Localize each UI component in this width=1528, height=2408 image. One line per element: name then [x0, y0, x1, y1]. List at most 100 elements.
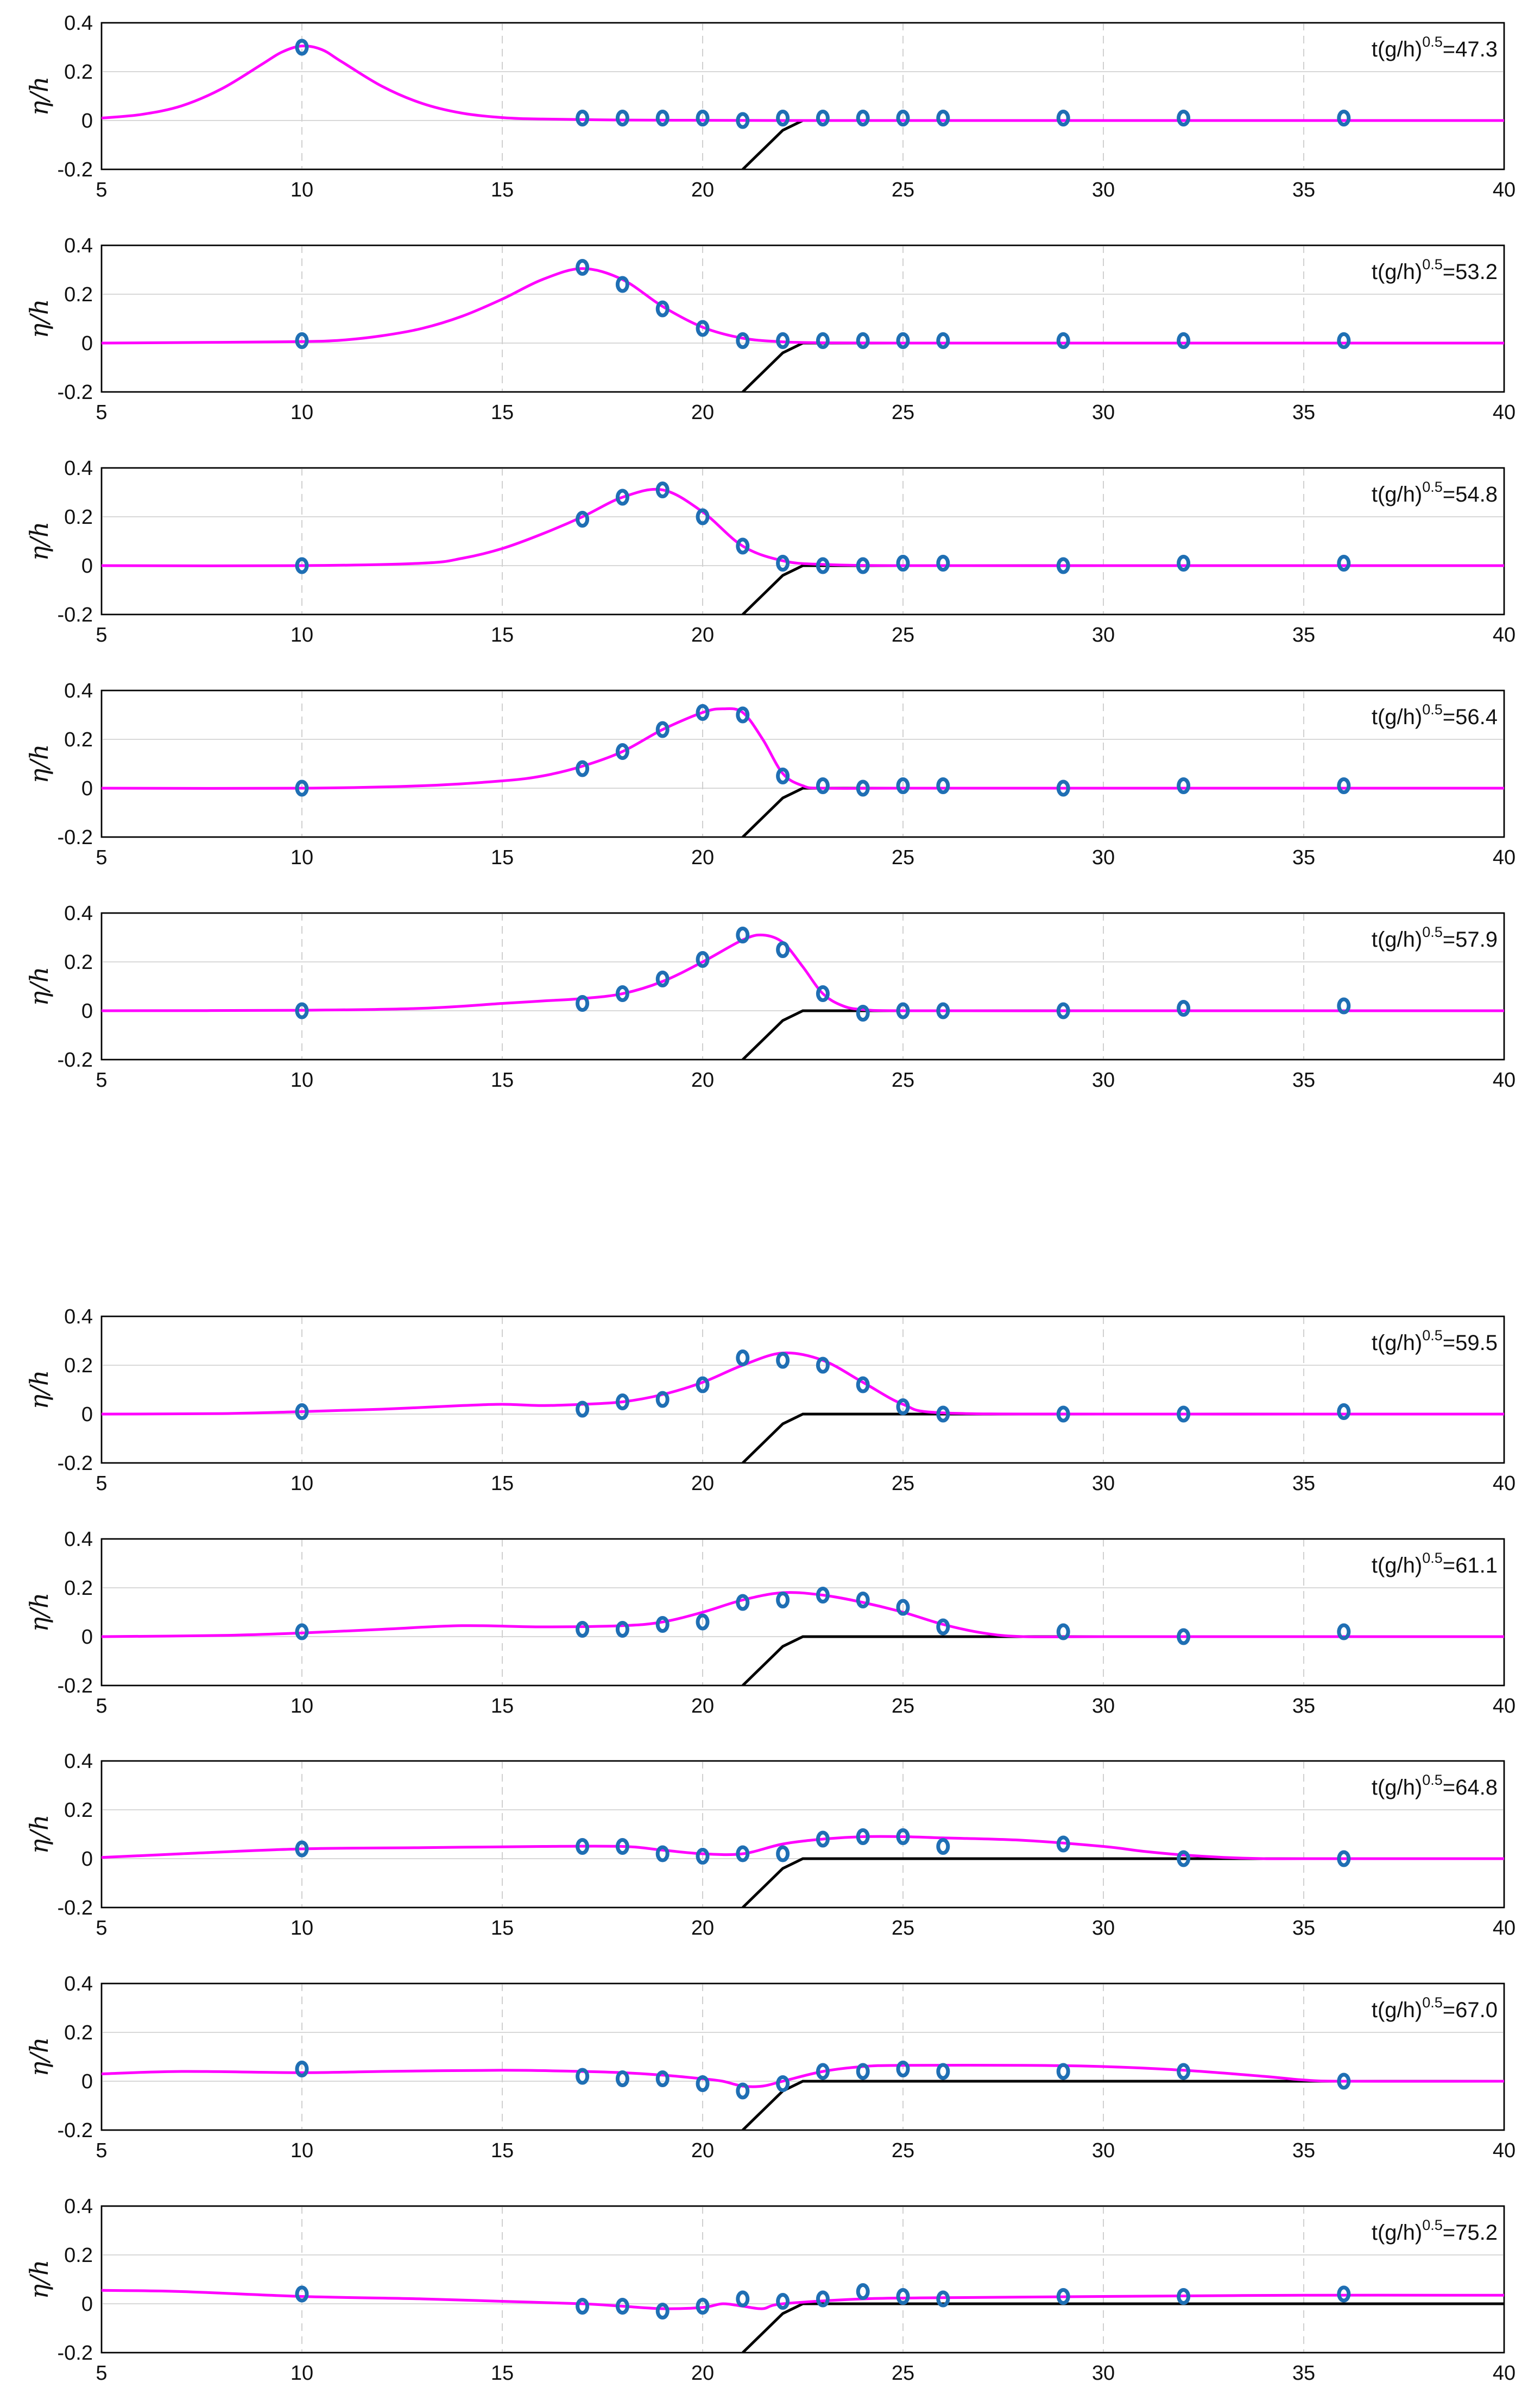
x-tick-label: 15	[491, 1695, 514, 1718]
x-tick-label: 15	[491, 624, 514, 647]
time-label-value: =47.3	[1443, 37, 1498, 61]
x-tick-label: 30	[1092, 1917, 1115, 1940]
plot-series	[102, 1349, 1504, 1463]
x-tick-label: 20	[691, 1472, 714, 1495]
observed-point	[655, 721, 670, 738]
observed-point	[1056, 110, 1070, 126]
time-label-prefix: t(g/h)	[1372, 483, 1422, 506]
time-label-exponent: 0.5	[1422, 256, 1443, 273]
panel-9: -0.2 0 0.2 0.4 5 10 15 20 25 30 35 40 η/h t(g/h)0.5=6…	[24, 1973, 1516, 2162]
observed-point	[1177, 2063, 1191, 2080]
x-tick-label: 5	[96, 624, 107, 647]
x-tick-label: 40	[1493, 2362, 1516, 2385]
plot-area	[100, 1538, 1505, 1687]
plot-series	[102, 259, 1504, 392]
observed-point	[936, 1618, 950, 1636]
observed-point	[1337, 110, 1351, 126]
panel-2: -0.2 0 0.2 0.4 5 10 15 20 25 30 35 40 η/h t(g/h)0.5=5…	[24, 235, 1516, 424]
observed-point	[896, 2288, 910, 2305]
time-label-prefix: t(g/h)	[1372, 928, 1422, 952]
y-axis-label: η/h	[24, 1815, 54, 1854]
plot-border	[100, 1982, 1505, 2131]
panel-6: -0.2 0 0.2 0.4 5 10 15 20 25 30 35 40 η/h t(g/h)0.5=5…	[24, 1306, 1516, 1495]
observed-point	[1056, 1623, 1070, 1640]
x-tick-label: 15	[491, 401, 514, 424]
x-tick-label: 25	[892, 1069, 914, 1092]
observed-point	[615, 2070, 629, 2087]
x-tick-label: 30	[1092, 1695, 1115, 1718]
observed-point	[696, 1376, 710, 1393]
y-tick-label: 0	[81, 332, 93, 355]
y-tick-label: 0.2	[64, 1577, 93, 1600]
y-axis-label: η/h	[24, 299, 54, 339]
x-tick-label: 25	[892, 846, 914, 869]
panel-5: -0.2 0 0.2 0.4 5 10 15 20 25 30 35 40 η/h t(g/h)0.5=5…	[24, 902, 1516, 1092]
observed-point	[655, 481, 670, 498]
bathymetry-line	[742, 1857, 1504, 1908]
observed-point	[1337, 332, 1351, 349]
time-label: t(g/h)0.5=67.0	[1372, 1994, 1498, 2022]
observed-point	[295, 557, 309, 574]
observed-point	[615, 1621, 629, 1638]
x-tick-label: 40	[1493, 401, 1516, 424]
time-label-exponent: 0.5	[1422, 479, 1443, 495]
bathymetry-line	[742, 2302, 1504, 2353]
plot-area	[100, 689, 1505, 838]
panel-1: -0.2 0 0.2 0.4 5 10 15 20 25 30 35 40 η/h t(g/h)0.5=4…	[24, 12, 1516, 201]
y-tick-label: -0.2	[58, 381, 93, 404]
x-tick-label: 5	[96, 1917, 107, 1940]
observed-point	[856, 1376, 870, 1393]
x-tick-label: 5	[96, 1069, 107, 1092]
observed-point	[655, 1616, 670, 1633]
x-tick-label: 40	[1493, 2139, 1516, 2162]
plot-area	[100, 1982, 1505, 2131]
observed-point	[655, 2070, 670, 2087]
y-tick-label: -0.2	[58, 1049, 93, 1072]
observed-point	[696, 704, 710, 721]
time-label-value: =56.4	[1443, 705, 1498, 729]
x-tick-label: 10	[291, 2362, 313, 2385]
time-label-value: =64.8	[1443, 1776, 1498, 1799]
x-tick-label: 35	[1292, 1472, 1315, 1495]
x-tick-label: 10	[291, 2139, 313, 2162]
observed-point	[856, 2063, 870, 2080]
y-axis-label: η/h	[24, 77, 54, 116]
plot-series	[102, 1828, 1504, 1908]
time-label: t(g/h)0.5=61.1	[1372, 1550, 1498, 1577]
plot-border	[100, 467, 1505, 616]
x-tick-label: 25	[892, 1917, 914, 1940]
observed-point	[936, 332, 950, 349]
observed-point	[576, 760, 590, 777]
y-tick-label: 0	[81, 2293, 93, 2316]
time-label: t(g/h)0.5=64.8	[1372, 1772, 1498, 1799]
observed-point	[776, 1592, 790, 1608]
time-label-exponent: 0.5	[1422, 1550, 1443, 1566]
observed-point	[776, 2293, 790, 2310]
plot-border	[100, 1315, 1505, 1464]
observed-point	[736, 2290, 750, 2308]
time-label-value: =59.5	[1443, 1331, 1498, 1355]
observed-point	[816, 110, 830, 126]
x-tick-label: 25	[892, 2139, 914, 2162]
observed-point	[655, 1391, 670, 1408]
x-tick-label: 30	[1092, 1069, 1115, 1092]
y-tick-label: 0.2	[64, 2244, 93, 2267]
observed-point	[896, 332, 910, 349]
observed-point	[856, 2283, 870, 2300]
y-tick-label: -0.2	[58, 159, 93, 181]
observed-point	[1056, 2288, 1070, 2305]
y-tick-label: -0.2	[58, 826, 93, 849]
observed-point	[936, 2290, 950, 2308]
time-label-value: =67.0	[1443, 1998, 1498, 2022]
y-tick-label: -0.2	[58, 1897, 93, 1919]
y-tick-label: 0.4	[64, 457, 93, 480]
time-label: t(g/h)0.5=56.4	[1372, 701, 1498, 729]
x-tick-label: 20	[691, 1917, 714, 1940]
x-tick-label: 40	[1493, 1695, 1516, 1718]
observed-point	[1056, 1002, 1070, 1019]
x-tick-label: 10	[291, 1695, 313, 1718]
observed-point	[696, 1848, 710, 1865]
observed-point	[655, 971, 670, 987]
x-tick-label: 15	[491, 846, 514, 869]
y-tick-label: 0.2	[64, 506, 93, 529]
